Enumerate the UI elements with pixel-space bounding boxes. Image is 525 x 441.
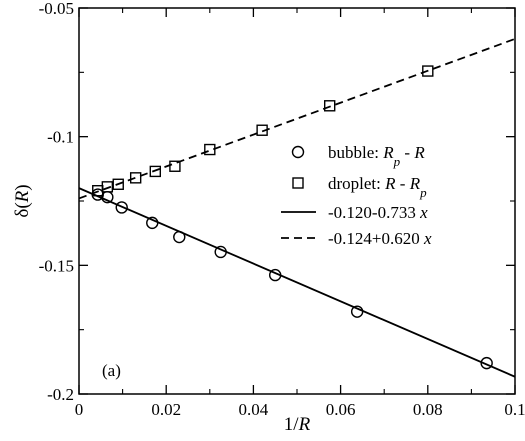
bubble-point [480,356,493,370]
x-axis-title: 1/R [284,414,311,435]
x-tick-label: 0.1 [504,400,525,419]
legend-fit-label-2: -0.124+0.620 x [328,229,432,248]
y-tick-label: -0.1 [47,128,74,147]
droplet-point [101,181,114,193]
droplet-point [129,172,142,184]
legend-droplet-symbol [292,177,304,189]
bubble-point [350,305,364,318]
bubble-point [146,216,159,230]
y-tick-label: -0.15 [39,256,74,275]
droplet-point [149,165,162,178]
droplet-point [422,65,434,77]
legend-bubble-symbol [291,145,305,159]
x-tick-label: 0.08 [413,400,443,419]
y-tick-label: -0.2 [47,385,74,404]
y-tick-label: -0.05 [39,0,74,18]
legend-droplet-label: droplet: R - Rp [328,174,427,200]
droplet-point [256,124,268,136]
fit-line-1 [78,187,516,378]
y-axis-title-var: R [12,190,33,203]
y-axis-title-prefix: δ( [12,202,33,217]
x-tick-label: 0.02 [151,400,181,419]
data-markers [91,65,493,370]
x-tick-label: 0 [75,400,84,419]
ticks [78,7,516,395]
legend: bubble: Rp - R droplet: R - Rp -0.120-0.73… [281,143,432,248]
panel-label: (a) [102,361,121,380]
y-axis-title: δ(R) [12,184,33,217]
legend-bubble-label: bubble: Rp - R [328,143,425,169]
droplet-point [204,143,216,156]
fit-lines [78,38,516,378]
x-axis-title-prefix: 1/ [284,414,300,435]
legend-fit-label-1: -0.120-0.733 x [328,203,428,222]
tick-labels: 0 0.02 0.04 0.06 0.08 0.1 -0.2 -0.15 -0.1 -0.05 [39,0,525,419]
droplet-point [324,100,336,112]
bubble-point [214,245,227,259]
bubble-point [115,201,128,214]
y-axis-title-suffix: ) [12,184,33,190]
droplet-point [169,160,181,172]
fit-line-2 [78,38,516,200]
x-axis-title-var: R [298,414,311,435]
plot-frame [78,7,516,395]
droplet-point [112,178,124,190]
bubble-point [269,268,282,282]
x-tick-label: 0.06 [326,400,356,419]
x-tick-label: 0.04 [239,400,269,419]
bubble-point [173,230,186,244]
